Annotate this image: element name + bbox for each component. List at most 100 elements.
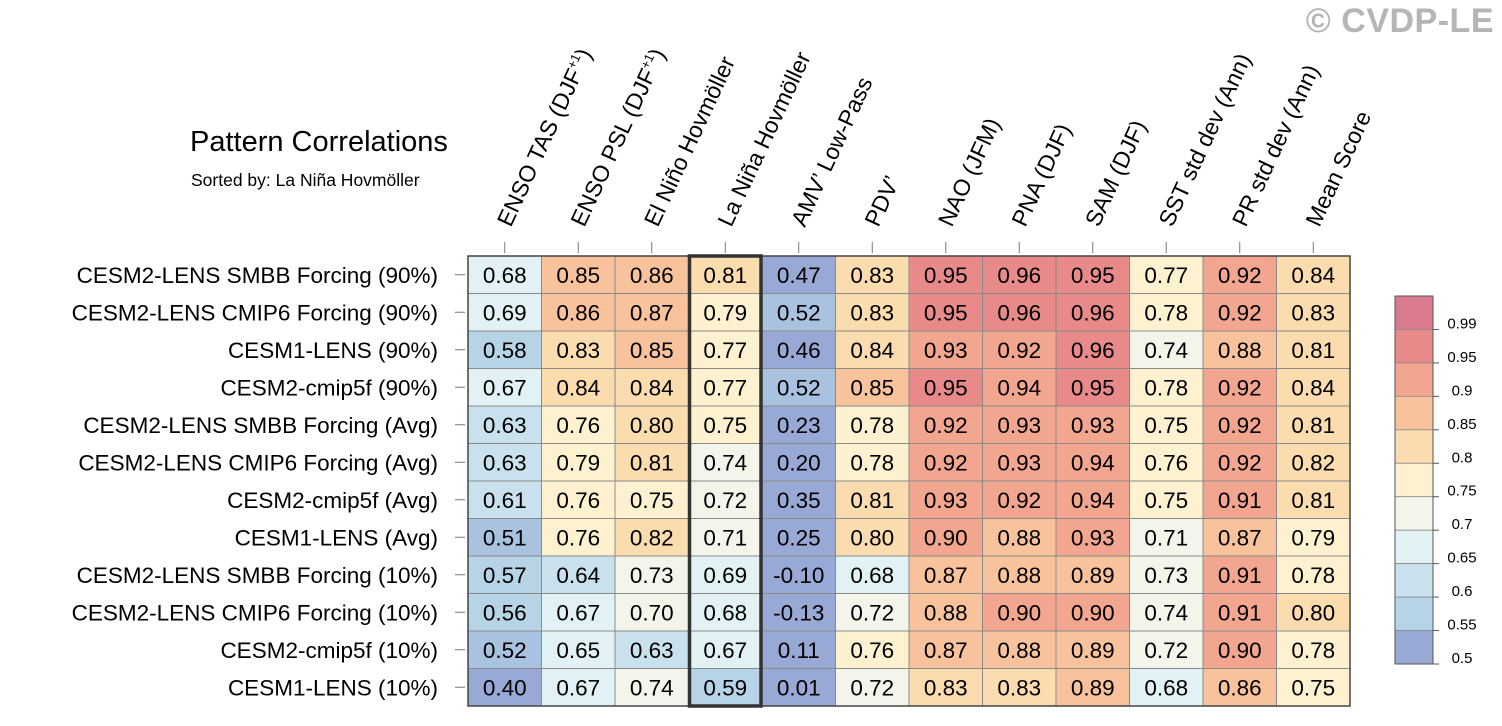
heatmap-cell: [467, 368, 542, 407]
cell-value-label: 0.79: [703, 300, 747, 325]
column-label: PNA (DJF): [1006, 120, 1076, 231]
column-label-superscript: +1: [637, 51, 657, 71]
colorbar-tick-label: 0.9: [1452, 382, 1473, 399]
heatmap-cell: [467, 668, 542, 707]
heatmap-cell: [1129, 593, 1204, 632]
cell-value-label: 0.84: [1291, 263, 1335, 288]
cell-value-label: 0.73: [1144, 563, 1188, 588]
column-label-text: Mean Score: [1300, 107, 1376, 230]
cell-value-label: 0.63: [483, 413, 527, 438]
cell-value-label: 0.95: [924, 300, 968, 325]
cell-value-label: 0.92: [997, 488, 1041, 513]
cell-value-label: 0.75: [703, 413, 747, 438]
heatmap-cell: [614, 555, 689, 594]
cell-value-label: 0.86: [630, 263, 674, 288]
heatmap-cell: [761, 293, 836, 332]
cell-value-label: 0.84: [850, 338, 894, 363]
heatmap-cell: [982, 255, 1057, 294]
colorbar-tick-label: 0.85: [1447, 416, 1476, 433]
heatmap-cell: [1202, 443, 1277, 482]
cell-value-label: 0.93: [1071, 413, 1115, 438]
row-label: CESM2-LENS CMIP6 Forcing (Avg): [78, 450, 438, 475]
cell-value-label: 0.75: [1144, 413, 1188, 438]
cell-value-label: 0.87: [924, 563, 968, 588]
cell-value-label: 0.92: [1218, 413, 1262, 438]
heatmap-cell: [688, 555, 763, 594]
colorbar-tick-label: 0.5: [1452, 650, 1473, 667]
heatmap-cell: [835, 593, 910, 632]
cell-value-label: 0.20: [777, 450, 821, 475]
heatmap-cell: [1202, 255, 1277, 294]
heatmap-cell: [614, 668, 689, 707]
heatmap-cell: [761, 668, 836, 707]
cell-value-label: 0.69: [703, 563, 747, 588]
cell-value-label: 0.91: [1218, 488, 1262, 513]
row-label: CESM2-LENS SMBB Forcing (90%): [77, 263, 438, 288]
cell-value-label: 0.72: [703, 488, 747, 513]
column-label-text: NAO (JFM): [933, 114, 1006, 230]
heatmap-cell: [1276, 555, 1351, 594]
heatmap-border: [467, 255, 1351, 707]
cell-value-label: 0.96: [997, 263, 1041, 288]
heatmap-cell: [541, 593, 616, 632]
row-label: CESM1-LENS (10%): [228, 675, 438, 700]
cell-value-label: 0.92: [1218, 375, 1262, 400]
cell-value-label: 0.83: [850, 263, 894, 288]
heatmap-cell: [982, 630, 1057, 669]
cell-value-label: 0.57: [483, 563, 527, 588]
heatmap-cell: [467, 405, 542, 444]
heatmap-cell: [908, 443, 983, 482]
cell-value-label: 0.90: [997, 600, 1041, 625]
cell-value-label: 0.92: [1218, 263, 1262, 288]
cell-value-label: 0.52: [777, 375, 821, 400]
colorbar-tick-label: 0.95: [1447, 349, 1476, 366]
cell-value-label: 0.91: [1218, 563, 1262, 588]
heatmap-cell: [1129, 555, 1204, 594]
cell-value-label: 0.47: [777, 263, 821, 288]
heatmap-cell: [1055, 593, 1130, 632]
cell-value-label: 0.25: [777, 525, 821, 550]
cell-value-label: 0.83: [850, 300, 894, 325]
heatmap-cell: [1129, 443, 1204, 482]
cell-value-label: 0.96: [997, 300, 1041, 325]
heatmap-cell: [1276, 330, 1351, 369]
heatmap-cell: [1129, 330, 1204, 369]
heatmap-cell: [1276, 518, 1351, 557]
heatmap-cell: [541, 368, 616, 407]
cell-value-label: 0.35: [777, 488, 821, 513]
cell-value-label: -0.13: [773, 600, 824, 625]
heatmap-cell: [1276, 255, 1351, 294]
column-label-superscript: +1: [564, 51, 584, 71]
cell-value-label: 0.72: [1144, 638, 1188, 663]
colorbar-tick-label: 0.75: [1447, 483, 1476, 500]
column-label: AMV’ Low-Pass: [786, 73, 878, 230]
colorbar-swatch: [1394, 462, 1434, 498]
cell-value-label: 0.88: [997, 525, 1041, 550]
heatmap-cell: [1276, 405, 1351, 444]
cell-value-label: 0.83: [1291, 300, 1335, 325]
heatmap-cell: [835, 668, 910, 707]
column-label: NAO (JFM): [933, 114, 1006, 230]
cell-value-label: 0.77: [703, 338, 747, 363]
cell-value-label: 0.95: [924, 375, 968, 400]
cell-value-label: 0.94: [1071, 488, 1115, 513]
colorbar-swatch: [1394, 395, 1434, 431]
heatmap-cell: [1202, 368, 1277, 407]
row-label: CESM2-cmip5f (10%): [220, 638, 438, 663]
cell-value-label: 0.87: [1218, 525, 1262, 550]
column-label-text: AMV’ Low-Pass: [786, 73, 878, 230]
heatmap-cell: [835, 405, 910, 444]
column-label: SAM (DJF): [1080, 116, 1152, 230]
cell-value-label: 0.52: [483, 638, 527, 663]
heatmap-cell: [1276, 668, 1351, 707]
colorbar-tick-label: 0.65: [1447, 550, 1476, 567]
heatmap-cell: [614, 630, 689, 669]
column-label-text: PDV’: [859, 172, 905, 230]
cell-value-label: 0.85: [850, 375, 894, 400]
cell-value-label: 0.87: [630, 300, 674, 325]
highlighted-column-border: [687, 254, 763, 708]
cell-value-label: 0.88: [1218, 338, 1262, 363]
heatmap-cell: [1202, 668, 1277, 707]
column-label-text: PNA (DJF): [1006, 120, 1076, 231]
cell-value-label: 0.88: [924, 600, 968, 625]
